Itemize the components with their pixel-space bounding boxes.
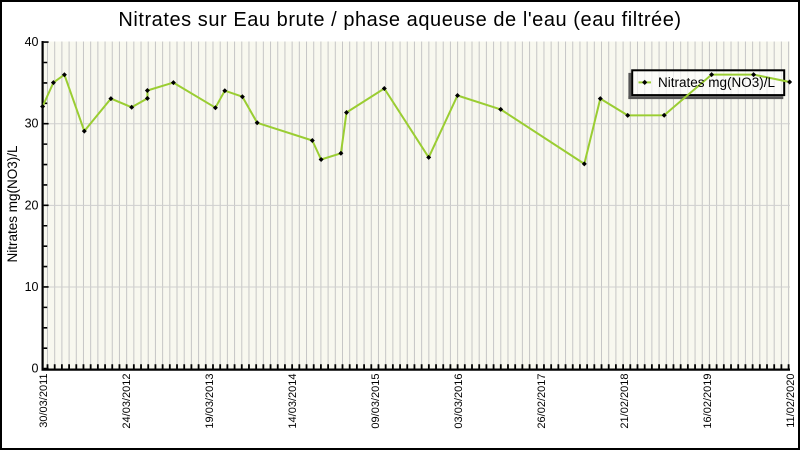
- svg-text:21/02/2018: 21/02/2018: [619, 374, 631, 429]
- svg-text:30: 30: [25, 117, 39, 131]
- svg-text:16/02/2019: 16/02/2019: [702, 374, 714, 429]
- svg-text:09/03/2015: 09/03/2015: [370, 374, 382, 429]
- svg-text:Nitrates mg(NO3)/L: Nitrates mg(NO3)/L: [658, 75, 776, 90]
- svg-text:24/03/2012: 24/03/2012: [121, 374, 133, 429]
- svg-text:20: 20: [25, 198, 39, 212]
- svg-text:11/02/2020: 11/02/2020: [785, 374, 797, 428]
- svg-text:30/03/2011: 30/03/2011: [38, 374, 50, 428]
- svg-text:0: 0: [32, 362, 39, 376]
- svg-text:03/03/2016: 03/03/2016: [453, 374, 465, 429]
- svg-text:Nitrates mg(NO3)/L: Nitrates mg(NO3)/L: [5, 145, 20, 263]
- svg-text:14/03/2014: 14/03/2014: [287, 374, 299, 429]
- svg-text:40: 40: [25, 35, 39, 49]
- svg-text:19/03/2013: 19/03/2013: [204, 374, 216, 429]
- svg-text:Nitrates sur Eau brute / phase: Nitrates sur Eau brute / phase aqueuse d…: [118, 9, 681, 31]
- svg-text:26/02/2017: 26/02/2017: [536, 374, 548, 429]
- svg-text:10: 10: [25, 280, 39, 294]
